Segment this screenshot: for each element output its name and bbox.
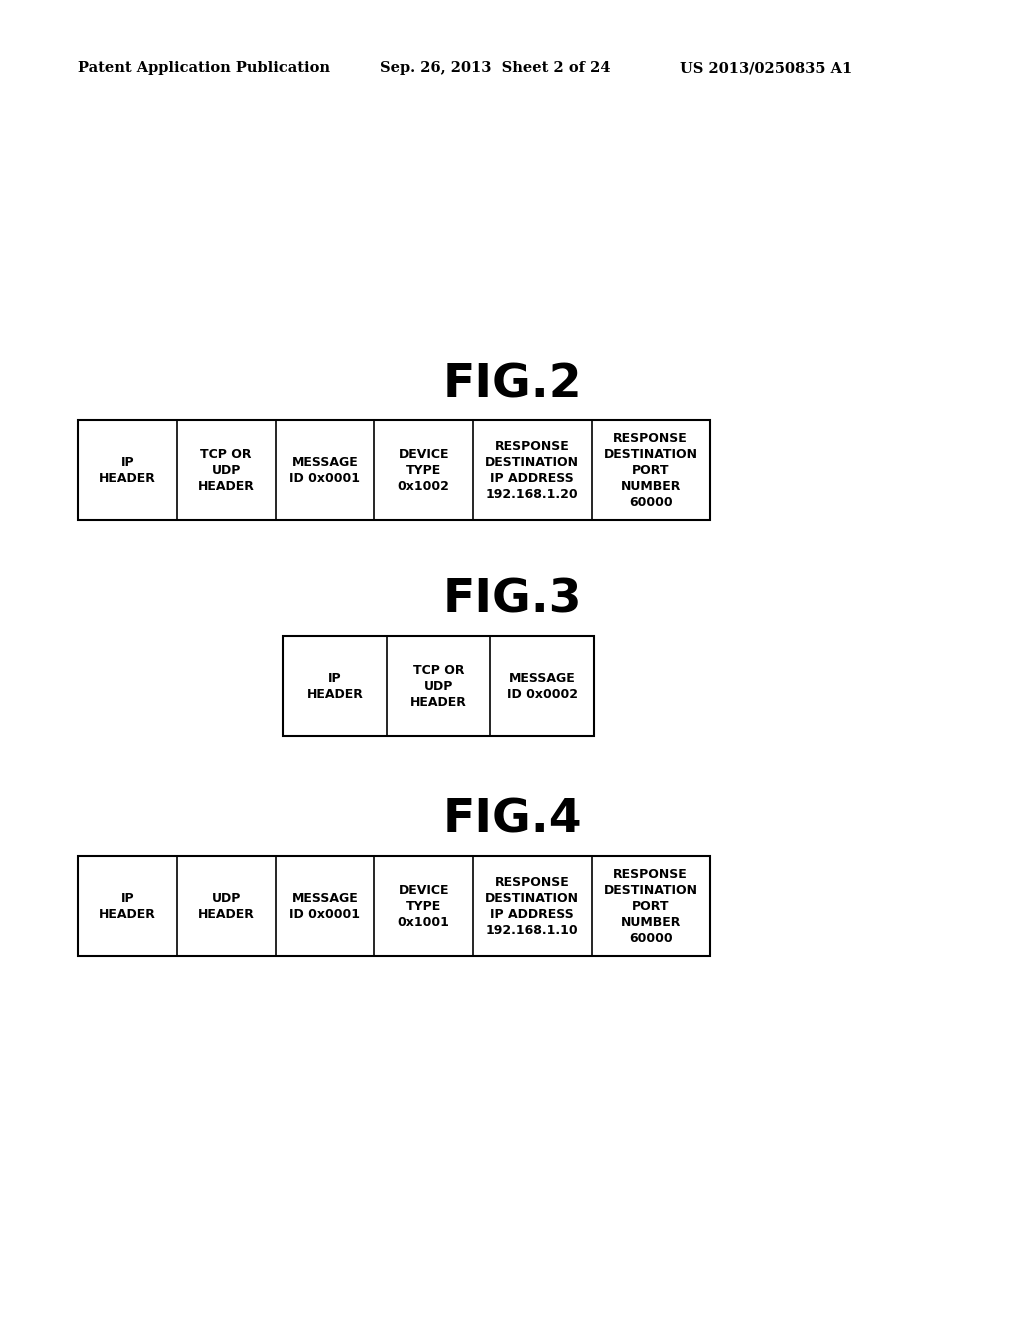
Text: IP
HEADER: IP HEADER xyxy=(306,672,364,701)
Text: RESPONSE
DESTINATION
IP ADDRESS
192.168.1.10: RESPONSE DESTINATION IP ADDRESS 192.168.… xyxy=(485,875,580,936)
Text: TCP OR
UDP
HEADER: TCP OR UDP HEADER xyxy=(198,447,255,492)
Text: FIG.4: FIG.4 xyxy=(442,797,582,842)
Text: DEVICE
TYPE
0x1001: DEVICE TYPE 0x1001 xyxy=(397,883,450,928)
Text: RESPONSE
DESTINATION
PORT
NUMBER
60000: RESPONSE DESTINATION PORT NUMBER 60000 xyxy=(604,432,697,508)
Text: FIG.2: FIG.2 xyxy=(442,363,582,408)
Text: TCP OR
UDP
HEADER: TCP OR UDP HEADER xyxy=(410,664,467,709)
Text: RESPONSE
DESTINATION
IP ADDRESS
192.168.1.20: RESPONSE DESTINATION IP ADDRESS 192.168.… xyxy=(485,440,580,500)
Bar xyxy=(78,420,710,520)
Text: Patent Application Publication: Patent Application Publication xyxy=(78,61,330,75)
Text: IP
HEADER: IP HEADER xyxy=(99,891,156,920)
Text: FIG.3: FIG.3 xyxy=(442,578,582,623)
Text: MESSAGE
ID 0x0001: MESSAGE ID 0x0001 xyxy=(290,891,360,920)
Text: US 2013/0250835 A1: US 2013/0250835 A1 xyxy=(680,61,852,75)
Bar xyxy=(283,636,594,737)
Text: UDP
HEADER: UDP HEADER xyxy=(198,891,255,920)
Bar xyxy=(78,855,710,956)
Text: RESPONSE
DESTINATION
PORT
NUMBER
60000: RESPONSE DESTINATION PORT NUMBER 60000 xyxy=(604,867,697,945)
Text: MESSAGE
ID 0x0001: MESSAGE ID 0x0001 xyxy=(290,455,360,484)
Text: MESSAGE
ID 0x0002: MESSAGE ID 0x0002 xyxy=(507,672,578,701)
Text: Sep. 26, 2013  Sheet 2 of 24: Sep. 26, 2013 Sheet 2 of 24 xyxy=(380,61,610,75)
Text: DEVICE
TYPE
0x1002: DEVICE TYPE 0x1002 xyxy=(397,447,450,492)
Text: IP
HEADER: IP HEADER xyxy=(99,455,156,484)
